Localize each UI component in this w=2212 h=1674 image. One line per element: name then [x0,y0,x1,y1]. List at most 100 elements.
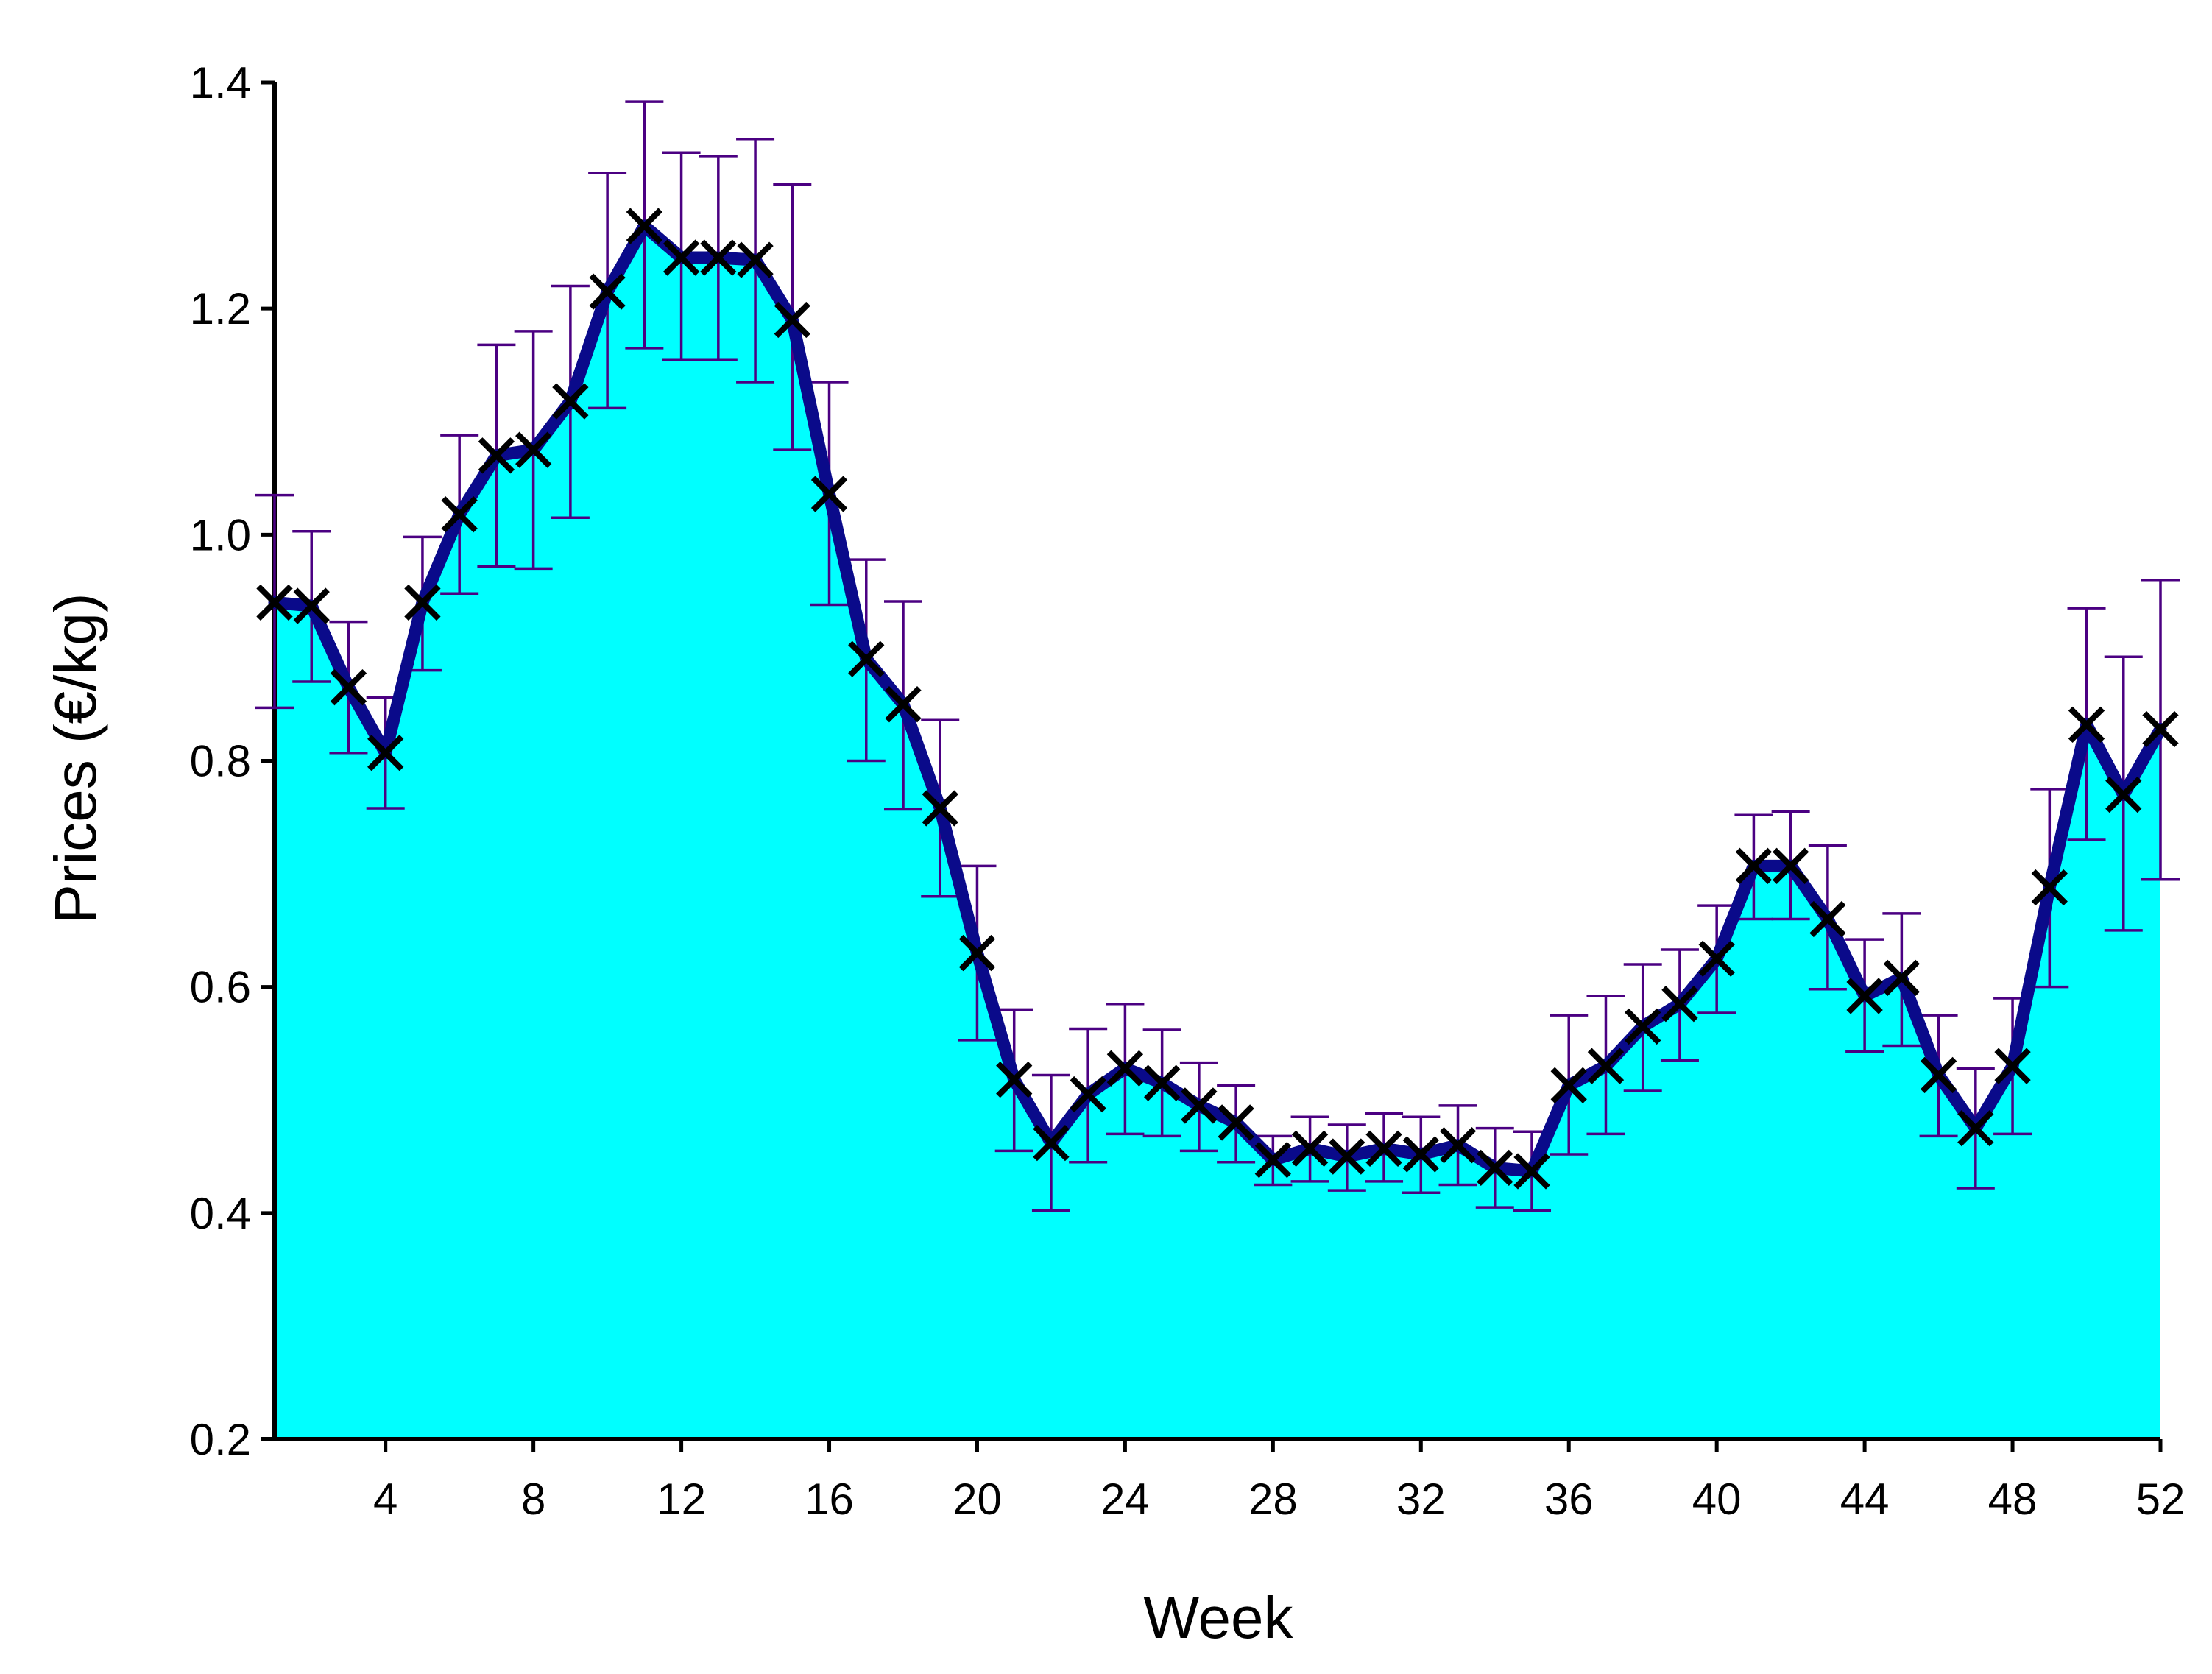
marker-stroke [2031,869,2068,906]
marker-stroke [1661,986,1698,1023]
data-point-marker [1402,1136,1439,1173]
marker-stroke [1181,1087,1218,1124]
marker-stroke [774,301,810,339]
marker-stroke [1698,940,1735,977]
marker-stroke [996,1061,1033,1098]
marker-stroke [2105,776,2142,813]
data-point-marker [1143,1064,1181,1101]
data-point-marker [515,431,552,468]
data-point-marker [1033,1124,1070,1162]
data-point-marker [552,383,589,420]
marker-stroke [1883,959,1921,997]
data-point-marker [1846,978,1883,1014]
marker-stroke [1994,1048,2031,1084]
marker-stroke [1033,1124,1070,1162]
data-point-marker [1365,1130,1402,1167]
marker-stroke [662,239,700,276]
marker-stroke [1477,1149,1513,1187]
data-point-marker [1883,959,1921,997]
marker-stroke [958,934,996,972]
data-point-marker [626,208,663,244]
data-point-marker [1218,1104,1254,1141]
y-tick-label: 0.2 [190,1415,251,1464]
marker-stroke [1365,1130,1402,1167]
marker-stroke [2068,706,2105,744]
y-tick-label: 1.2 [190,284,251,333]
data-point-marker [737,241,774,278]
marker-stroke [1920,1056,1957,1094]
y-tick-label: 0.8 [190,737,251,786]
data-point-marker [1625,1008,1661,1045]
data-point-marker [996,1061,1033,1098]
data-point-marker [810,476,848,512]
marker-stroke [1625,1008,1661,1045]
marker-stroke [1439,1127,1477,1164]
y-axis-title: Prices (€/kg) [43,593,108,924]
marker-stroke [885,686,922,723]
x-tick-label: 32 [1396,1475,1446,1524]
data-point-marker [1735,847,1773,884]
data-point-marker [1181,1087,1218,1124]
marker-stroke [1254,1141,1292,1179]
marker-stroke [922,790,958,827]
data-point-marker [2031,869,2068,906]
data-point-marker [2142,710,2179,748]
data-point-marker [885,686,922,723]
data-point-marker [1477,1149,1513,1187]
marker-stroke [1587,1048,1625,1084]
marker-stroke [848,640,885,677]
x-tick-label: 40 [1692,1475,1742,1524]
marker-stroke [1550,1067,1587,1103]
marker-stroke [1846,978,1883,1014]
data-point-marker [700,239,737,276]
x-tick-label: 24 [1100,1475,1150,1524]
data-point-marker [1106,1050,1144,1087]
marker-stroke [2142,710,2179,748]
marker-stroke [478,437,515,474]
data-point-marker [1661,986,1698,1023]
x-tick-label: 28 [1248,1475,1298,1524]
ticks: 0.20.40.60.81.01.21.44 8 12 16 20 24 28 32 36 40 4… [190,58,2186,1524]
data-point-marker [256,584,293,621]
marker-stroke [700,239,737,276]
marker-stroke [737,241,774,278]
marker-stroke [1218,1104,1254,1141]
data-point-marker [1920,1056,1957,1094]
data-point-marker [1070,1076,1106,1113]
data-point-marker [1587,1048,1625,1084]
marker-stroke [1070,1076,1106,1113]
marker-stroke [515,431,552,468]
data-point-marker [1698,940,1735,977]
marker-stroke [1329,1138,1365,1175]
marker-stroke [293,587,330,624]
marker-stroke [810,476,848,512]
marker-stroke [552,383,589,420]
data-point-marker [848,640,885,677]
marker-stroke [441,496,478,533]
marker-stroke [256,584,293,621]
marker-stroke [1291,1130,1329,1167]
x-tick-label: 4 [373,1475,397,1524]
data-point-marker [774,301,810,339]
marker-stroke [1809,900,1846,938]
series-line-layer [268,219,2167,1178]
x-tick-label: 12 [657,1475,706,1524]
data-point-marker [589,273,626,310]
marker-stroke [1772,847,1809,884]
marker-stroke [1957,1109,1994,1147]
area-fill [275,226,2160,1440]
data-point-marker [958,934,996,972]
data-point-marker [1439,1127,1477,1164]
x-tick-label: 20 [953,1475,1002,1524]
data-point-marker [1550,1067,1587,1103]
series-line [268,219,2167,1178]
data-point-marker [330,669,367,706]
data-point-marker [404,584,441,621]
marker-stroke [1513,1153,1550,1190]
y-tick-label: 1.4 [190,58,251,107]
area-fill-layer [275,226,2160,1440]
marker-stroke [589,273,626,310]
data-point-marker [2105,776,2142,813]
x-tick-label: 36 [1544,1475,1594,1524]
